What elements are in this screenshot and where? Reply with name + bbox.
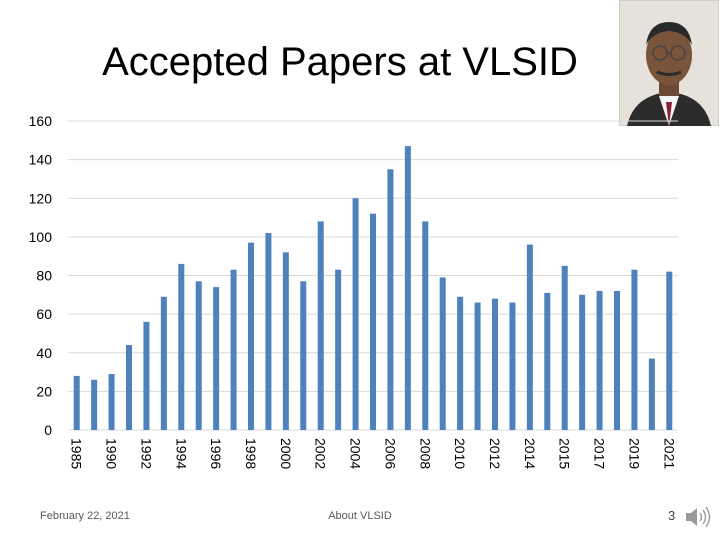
bar bbox=[352, 198, 359, 430]
slide-title: Accepted Papers at VLSID bbox=[102, 40, 578, 84]
chart-bars bbox=[73, 146, 673, 430]
bar bbox=[108, 373, 115, 430]
x-tick-label: 2000 bbox=[278, 438, 294, 469]
bar bbox=[335, 269, 342, 430]
page-number: 3 bbox=[668, 508, 676, 523]
bar bbox=[439, 277, 446, 430]
bar bbox=[492, 298, 498, 430]
x-tick-label: 1992 bbox=[138, 438, 154, 469]
y-tick-label: 120 bbox=[29, 190, 53, 206]
bar bbox=[91, 379, 98, 430]
y-tick-label: 20 bbox=[36, 383, 52, 399]
bar bbox=[230, 269, 237, 430]
x-axis-ticks: 1985 1990 1992 1994 1996 1998 2000 2002 2004 2006… bbox=[69, 438, 678, 469]
bar bbox=[265, 233, 272, 430]
bar bbox=[631, 269, 638, 430]
bar bbox=[126, 345, 132, 430]
bar bbox=[474, 302, 481, 430]
x-tick-label: 2004 bbox=[348, 438, 364, 469]
bar bbox=[666, 271, 673, 430]
y-tick-label: 40 bbox=[36, 345, 52, 361]
bar bbox=[370, 213, 376, 430]
speaker-icon[interactable] bbox=[683, 503, 711, 531]
bar bbox=[422, 221, 429, 430]
footer-title: About VLSID bbox=[328, 510, 392, 522]
x-tick-label: 2021 bbox=[661, 438, 677, 469]
y-tick-label: 100 bbox=[29, 229, 53, 245]
x-tick-label: 2012 bbox=[487, 438, 503, 469]
x-tick-label: 2008 bbox=[417, 438, 433, 469]
footer-date: February 22, 2021 bbox=[40, 510, 130, 522]
bar bbox=[614, 290, 620, 430]
bar bbox=[509, 302, 516, 430]
bar bbox=[648, 358, 655, 430]
x-tick-label: 1998 bbox=[243, 438, 259, 469]
x-tick-label: 2006 bbox=[382, 438, 398, 469]
y-tick-label: 80 bbox=[36, 268, 52, 284]
bar bbox=[282, 252, 289, 430]
bar bbox=[143, 321, 150, 430]
person-photo bbox=[619, 0, 719, 126]
x-tick-label: 1985 bbox=[69, 438, 85, 469]
bar bbox=[561, 265, 568, 430]
x-tick-label: 1996 bbox=[208, 438, 224, 469]
x-tick-label: 2019 bbox=[626, 438, 642, 469]
bar bbox=[160, 296, 167, 430]
bar bbox=[526, 244, 533, 430]
bar bbox=[213, 287, 220, 430]
bar bbox=[300, 281, 307, 430]
bar bbox=[178, 263, 185, 430]
x-tick-label: 2002 bbox=[313, 438, 329, 469]
bar bbox=[248, 242, 254, 430]
bar bbox=[544, 292, 551, 430]
bar bbox=[73, 375, 80, 430]
bar bbox=[387, 169, 394, 430]
y-axis-ticks: 0 20 40 60 80 100 120 140 160 bbox=[29, 113, 53, 438]
x-tick-label: 1990 bbox=[104, 438, 120, 469]
x-tick-label: 2010 bbox=[452, 438, 468, 469]
x-tick-label: 2014 bbox=[522, 438, 538, 469]
bar bbox=[195, 281, 202, 430]
bar bbox=[579, 294, 586, 430]
y-tick-label: 0 bbox=[44, 422, 52, 438]
x-tick-label: 1994 bbox=[173, 438, 189, 469]
bar bbox=[317, 221, 324, 430]
bar bbox=[596, 290, 603, 430]
y-tick-label: 140 bbox=[29, 152, 53, 168]
bar bbox=[404, 146, 411, 430]
y-tick-label: 160 bbox=[29, 113, 53, 129]
y-tick-label: 60 bbox=[36, 306, 52, 322]
x-tick-label: 2017 bbox=[592, 438, 608, 469]
bar bbox=[457, 296, 464, 430]
x-tick-label: 2015 bbox=[557, 438, 573, 469]
